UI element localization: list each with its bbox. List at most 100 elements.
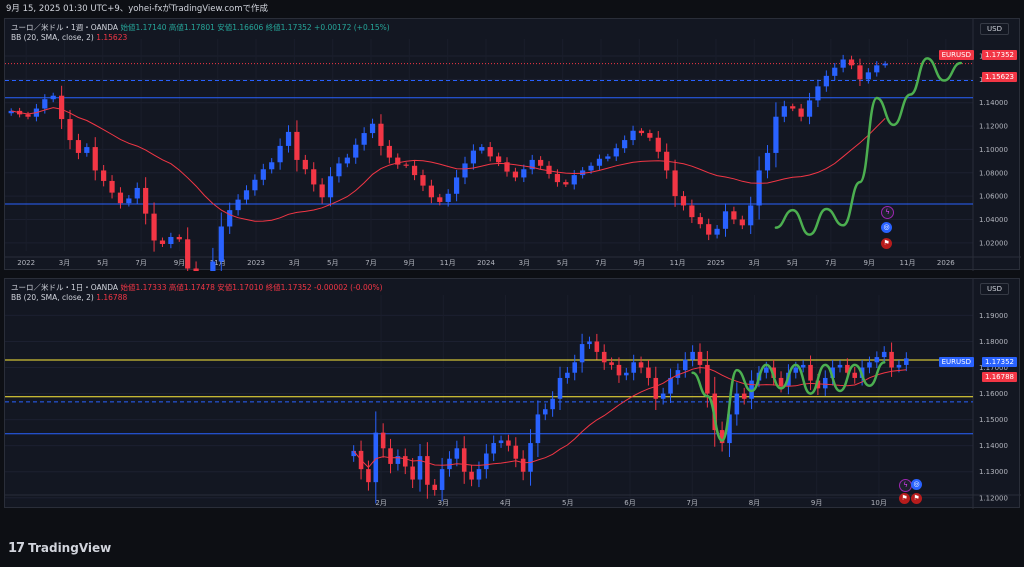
daily-chart-canvas[interactable]: 1.19000 1.18000 1.17000 1.16000 1.15000 1.140… (5, 279, 1021, 509)
weekly-x-tick-label: 7月 (825, 259, 836, 267)
weekly-candle-body (344, 157, 350, 164)
daily-x-tick-label: 5月 (562, 499, 573, 507)
daily-candle-body (845, 364, 850, 373)
weekly-candle-body (277, 145, 283, 163)
weekly-candle-body (773, 116, 779, 153)
daily-candle-body (520, 458, 526, 472)
weekly-candle-body (378, 123, 384, 146)
daily-bb-basis-line (353, 366, 907, 469)
daily-candle-body (741, 393, 747, 399)
weekly-candle-body (798, 108, 804, 117)
weekly-candle-body (739, 219, 745, 226)
daily-candle-body (439, 469, 445, 490)
daily-y-tick-label: 1.15000 (979, 416, 1008, 424)
weekly-candle-body (227, 210, 233, 227)
globe-icon[interactable]: ◎ (911, 479, 922, 490)
weekly-x-tick-label: 5月 (327, 259, 338, 267)
weekly-bb-basis-line (11, 107, 886, 222)
lightning-icon[interactable]: ϟ (881, 206, 894, 219)
weekly-candle-body (210, 261, 216, 271)
daily-candle-body (469, 471, 474, 480)
weekly-symbol-title[interactable]: ユーロ／米ドル・1週・OANDA (11, 23, 119, 32)
daily-candle-body (366, 469, 371, 483)
weekly-candle-body (294, 131, 300, 160)
weekly-candle-body (369, 123, 376, 134)
weekly-bb-label[interactable]: BB (20, SMA, close, 2) (11, 33, 94, 42)
weekly-candle-body (185, 239, 191, 269)
daily-candle-body (646, 367, 651, 378)
weekly-candle-body (731, 211, 737, 220)
daily-candle-body (373, 432, 379, 483)
weekly-x-tick-label: 9月 (634, 259, 645, 267)
daily-x-tick-label: 10月 (871, 499, 887, 507)
weekly-x-tick-label: 2025 (707, 259, 725, 267)
tradingview-brand-name: TradingView (28, 541, 112, 555)
weekly-bb-tag: 1.15623 (982, 72, 1017, 82)
daily-y-tick-label: 1.17000 (979, 364, 1008, 372)
daily-candle-body (697, 351, 703, 365)
weekly-x-tick-label: 5月 (557, 259, 568, 267)
tradingview-branding[interactable]: 17 TradingView (8, 539, 111, 557)
flag-icon[interactable]: ⚑ (899, 493, 910, 504)
daily-symbol-title[interactable]: ユーロ／米ドル・1日・OANDA (11, 283, 119, 292)
weekly-candle-body (697, 217, 703, 225)
weekly-candle-body (722, 211, 729, 229)
weekly-x-tick-label: 3月 (749, 259, 760, 267)
daily-candle-body (410, 466, 415, 480)
daily-candle-body (380, 432, 386, 449)
weekly-candle-body (504, 162, 510, 172)
daily-x-tick-label: 6月 (624, 499, 635, 507)
weekly-candle-body (411, 165, 418, 176)
weekly-candle-body (756, 170, 762, 206)
weekly-candle-body (672, 170, 678, 197)
flag-icon[interactable]: ⚑ (911, 493, 922, 504)
weekly-candle-body (319, 184, 325, 198)
daily-currency-unit-button[interactable]: USD (980, 283, 1009, 295)
daily-candle-body (432, 484, 438, 490)
daily-candle-body (867, 362, 872, 368)
weekly-candle-body (512, 171, 519, 178)
daily-candle-body (653, 377, 659, 399)
weekly-chart-pane[interactable]: 1.180001.160001.140001.120001.100001.080… (4, 18, 1021, 271)
weekly-candle-body (563, 182, 569, 185)
lightning-icon[interactable]: ϟ (899, 479, 912, 492)
weekly-candle-body (790, 106, 796, 109)
weekly-y-tick-label: 1.06000 (979, 193, 1008, 201)
weekly-candle-body (882, 63, 888, 66)
weekly-candle-body (361, 133, 367, 145)
chart-caption: 9月 15, 2025 01:30 UTC+9、yohei-fxがTrading… (6, 4, 268, 14)
weekly-candle-body (630, 130, 636, 141)
daily-candle-body (425, 456, 430, 485)
daily-candle-body (579, 344, 585, 363)
weekly-candle-body (538, 159, 544, 166)
weekly-candle-body (546, 165, 552, 174)
weekly-candle-body (647, 133, 653, 138)
weekly-candle-body (588, 165, 594, 171)
weekly-chart-canvas[interactable]: 1.180001.160001.140001.120001.100001.080… (5, 19, 1021, 271)
daily-candle-body (513, 445, 519, 459)
weekly-y-tick-label: 1.08000 (979, 169, 1008, 177)
weekly-candle-body (50, 95, 56, 100)
daily-chart-pane[interactable]: 1.19000 1.18000 1.17000 1.16000 1.15000 1.140… (4, 278, 1021, 509)
daily-candle-body (638, 362, 644, 368)
flag-icon[interactable]: ⚑ (881, 238, 892, 249)
daily-x-tick-label: 4月 (500, 499, 511, 507)
globe-icon[interactable]: ◎ (881, 222, 892, 233)
daily-candle-body (904, 358, 909, 365)
daily-bb-label[interactable]: BB (20, SMA, close, 2) (11, 293, 94, 302)
daily-price-tag: 1.17352 (982, 357, 1017, 367)
daily-candle-body (778, 377, 784, 386)
weekly-currency-unit-button[interactable]: USD (980, 23, 1009, 35)
weekly-candle-body (496, 156, 502, 163)
daily-candle-body (594, 341, 600, 352)
daily-candle-body (402, 456, 408, 467)
weekly-candle-body (462, 163, 468, 178)
daily-candle-body (528, 443, 533, 472)
tradingview-logo-icon: 17 (8, 540, 25, 556)
daily-bb-tag: 1.16788 (982, 372, 1017, 382)
weekly-x-tick-label: 2024 (477, 259, 495, 267)
weekly-candle-body (655, 137, 661, 152)
weekly-candle-body (521, 169, 527, 178)
daily-candle-body (616, 364, 622, 376)
weekly-y-tick-label: 1.02000 (979, 239, 1008, 247)
